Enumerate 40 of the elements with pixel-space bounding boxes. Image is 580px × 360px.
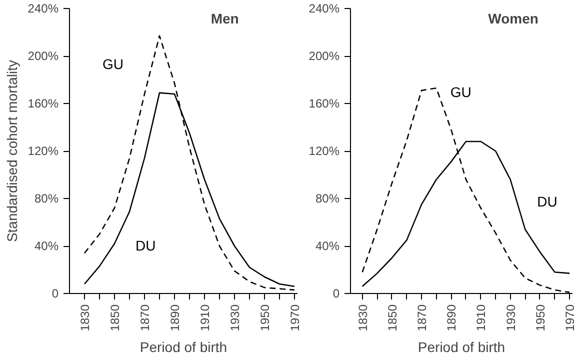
series-label: DU bbox=[136, 238, 156, 254]
x-tick-label: 1950 bbox=[533, 304, 548, 332]
x-tick-label: 1890 bbox=[444, 304, 459, 332]
y-tick-label: 40% bbox=[34, 239, 59, 253]
y-tick-label: 160% bbox=[308, 96, 340, 110]
x-axis-title: Period of birth bbox=[418, 339, 506, 356]
line-series bbox=[84, 35, 296, 291]
x-tick-label: 1970 bbox=[563, 304, 578, 332]
x-tick-label: 1850 bbox=[385, 304, 400, 332]
y-tick-label: 200% bbox=[308, 49, 340, 63]
y-tick-label: 200% bbox=[28, 49, 59, 63]
chart-title: Women bbox=[488, 10, 538, 26]
y-axis-title: Standardised cohort mortality bbox=[4, 60, 20, 242]
y-tick-label: 120% bbox=[28, 144, 59, 158]
y-tick-label: 40% bbox=[315, 239, 340, 253]
x-tick-label: 1870 bbox=[138, 304, 152, 332]
y-tick-label: 0 bbox=[332, 286, 340, 300]
x-tick-label: 1830 bbox=[78, 304, 92, 332]
x-axis-title: Period of birth bbox=[140, 339, 228, 356]
y-tick-label: 160% bbox=[28, 96, 59, 110]
y-tick-label: 240% bbox=[308, 2, 340, 16]
x-tick-label: 1830 bbox=[356, 304, 370, 332]
y-tick-label: 120% bbox=[308, 144, 340, 158]
x-tick-label: 1910 bbox=[198, 304, 212, 332]
series-label: DU bbox=[537, 193, 558, 210]
y-tick-label: 240% bbox=[28, 2, 59, 16]
x-tick-label: 1950 bbox=[258, 304, 272, 332]
series-label: GU bbox=[102, 56, 124, 72]
x-tick-label: 1970 bbox=[288, 304, 302, 332]
y-tick-label: 0 bbox=[52, 286, 59, 300]
y-tick-label: 80% bbox=[34, 192, 59, 206]
series-label: GU bbox=[450, 84, 472, 100]
x-tick-label: 1870 bbox=[415, 304, 430, 332]
x-tick-label: 1850 bbox=[108, 304, 122, 332]
y-tick-label: 80% bbox=[315, 192, 340, 206]
x-tick-label: 1930 bbox=[504, 304, 518, 332]
x-tick-label: 1930 bbox=[228, 304, 242, 332]
x-tick-label: 1890 bbox=[168, 304, 182, 332]
x-tick-label: 1910 bbox=[474, 304, 488, 332]
chart-title: Men bbox=[210, 10, 239, 26]
